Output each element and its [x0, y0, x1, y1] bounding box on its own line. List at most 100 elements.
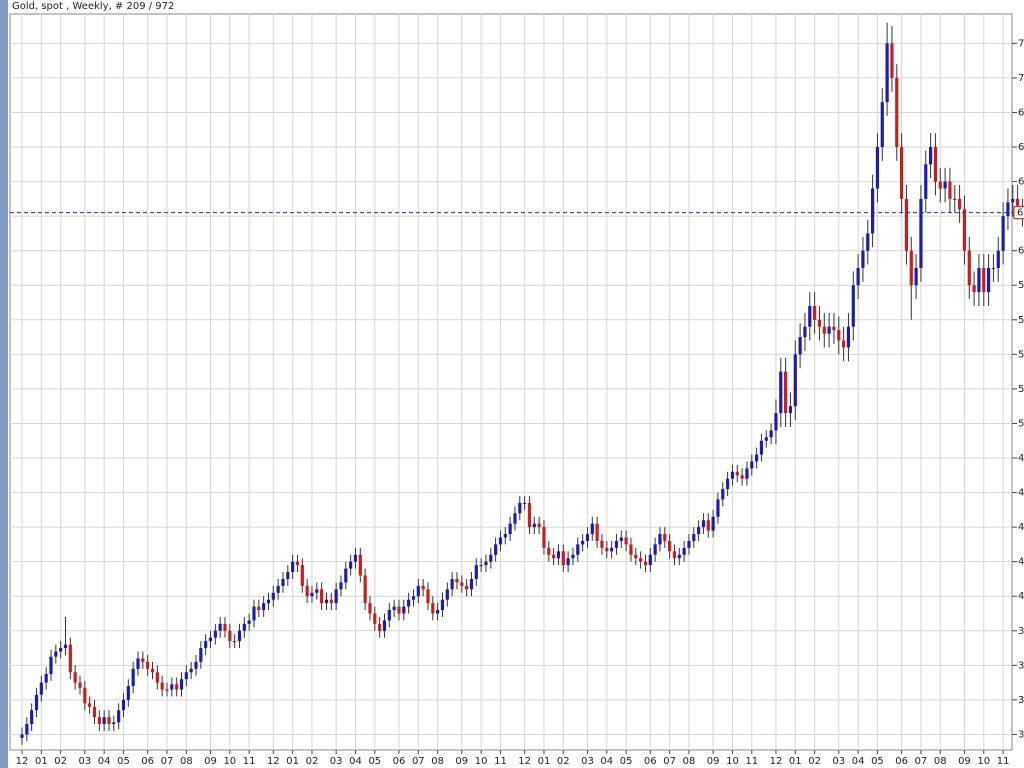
- candle-body: [527, 502, 532, 528]
- candle-body: [982, 267, 986, 293]
- candle-body: [779, 371, 783, 414]
- candle-body: [832, 326, 836, 331]
- candle-body: [320, 589, 324, 604]
- x-tick-label: 02: [306, 756, 319, 767]
- candle-body: [141, 658, 145, 662]
- x-tick-label: 04: [600, 756, 613, 767]
- candle-body: [436, 610, 440, 614]
- candle-body: [537, 523, 541, 528]
- candle-body: [344, 568, 348, 583]
- candle-body: [353, 554, 358, 562]
- candle-body: [170, 684, 174, 690]
- candle-body: [581, 540, 585, 545]
- candle-body: [837, 330, 841, 341]
- candle-body: [1001, 216, 1005, 251]
- y-tick-label: 440: [1018, 522, 1024, 533]
- candle-body: [295, 561, 300, 566]
- candle-body: [416, 585, 420, 597]
- candle-body: [668, 540, 672, 552]
- candle-body: [397, 606, 401, 614]
- candle-body: [83, 687, 87, 704]
- candle-body: [687, 540, 691, 548]
- x-tick-label: 05: [620, 756, 633, 767]
- candle-body: [242, 623, 246, 631]
- candle-body: [948, 181, 952, 199]
- candle-body: [518, 502, 522, 514]
- candle-body: [953, 198, 957, 200]
- y-tick-label: 540: [1018, 349, 1024, 360]
- candle-body: [469, 578, 474, 590]
- x-tick-label: 07: [663, 756, 676, 767]
- candle-body: [610, 547, 614, 552]
- candle-body: [233, 641, 237, 643]
- y-tick-label: 460: [1018, 488, 1024, 499]
- candle-body: [658, 534, 662, 545]
- last-price-box: [1013, 206, 1024, 220]
- candle-body: [358, 554, 362, 576]
- x-tick-label: 08: [180, 756, 193, 767]
- candle-body: [987, 267, 991, 293]
- candle-body: [904, 198, 909, 251]
- candle-body: [861, 250, 865, 268]
- y-tick-label: 700: [1018, 73, 1024, 84]
- candle-body: [726, 478, 730, 490]
- candle-body: [875, 147, 880, 189]
- y-tick-label: 340: [1018, 695, 1024, 706]
- last-price-label: 622: [1017, 208, 1024, 219]
- candle-body: [92, 706, 97, 718]
- candle-body: [184, 672, 188, 680]
- candle-body: [813, 305, 817, 320]
- y-tick-label: 320: [1018, 729, 1024, 740]
- candle-body: [523, 502, 527, 504]
- candle-body: [919, 198, 923, 268]
- x-tick-label: 12: [518, 756, 531, 767]
- candle-body: [701, 520, 706, 528]
- candle-body: [223, 623, 227, 631]
- candle-body: [532, 523, 536, 528]
- candle-body: [88, 703, 92, 707]
- candle-body: [368, 603, 372, 614]
- candle-body: [455, 578, 459, 583]
- candle-body: [363, 575, 367, 604]
- candle-body: [1006, 202, 1010, 217]
- x-tick-label: 05: [117, 756, 130, 767]
- candle-body: [706, 520, 710, 531]
- candle-body: [165, 689, 169, 691]
- candle-body: [653, 544, 657, 555]
- candle-body: [208, 637, 213, 642]
- candle-body: [150, 668, 155, 673]
- candle-body: [619, 537, 623, 541]
- x-tick-label: 01: [789, 756, 802, 767]
- candle-body: [213, 630, 217, 638]
- candle-body: [817, 319, 822, 327]
- candle-body: [508, 523, 512, 535]
- candle-body: [117, 710, 121, 723]
- x-tick-label: 09: [204, 756, 217, 767]
- candle-body: [885, 43, 889, 103]
- x-tick-label: 05: [871, 756, 884, 767]
- candle-body: [991, 267, 996, 269]
- candle-body: [808, 305, 812, 327]
- candle-body: [262, 603, 266, 611]
- candle-body: [237, 630, 242, 642]
- candle-body: [958, 198, 962, 210]
- x-tick-label: 12: [16, 756, 29, 767]
- candle-body: [300, 565, 304, 586]
- candle-body: [755, 454, 759, 462]
- candle-body: [450, 578, 454, 590]
- candle-body: [764, 437, 768, 441]
- candle-body: [276, 585, 280, 593]
- candle-body: [846, 326, 851, 348]
- candle-body: [967, 250, 971, 286]
- candle-body: [387, 610, 391, 621]
- candle-body: [851, 285, 855, 327]
- candle-body: [595, 523, 599, 541]
- candle-body: [30, 710, 34, 725]
- candle-body: [373, 613, 377, 624]
- x-tick-label: 03: [832, 756, 845, 767]
- x-tick-label: 02: [808, 756, 821, 767]
- candle-body: [68, 644, 72, 673]
- candle-body: [759, 440, 764, 455]
- candle-body: [503, 534, 507, 538]
